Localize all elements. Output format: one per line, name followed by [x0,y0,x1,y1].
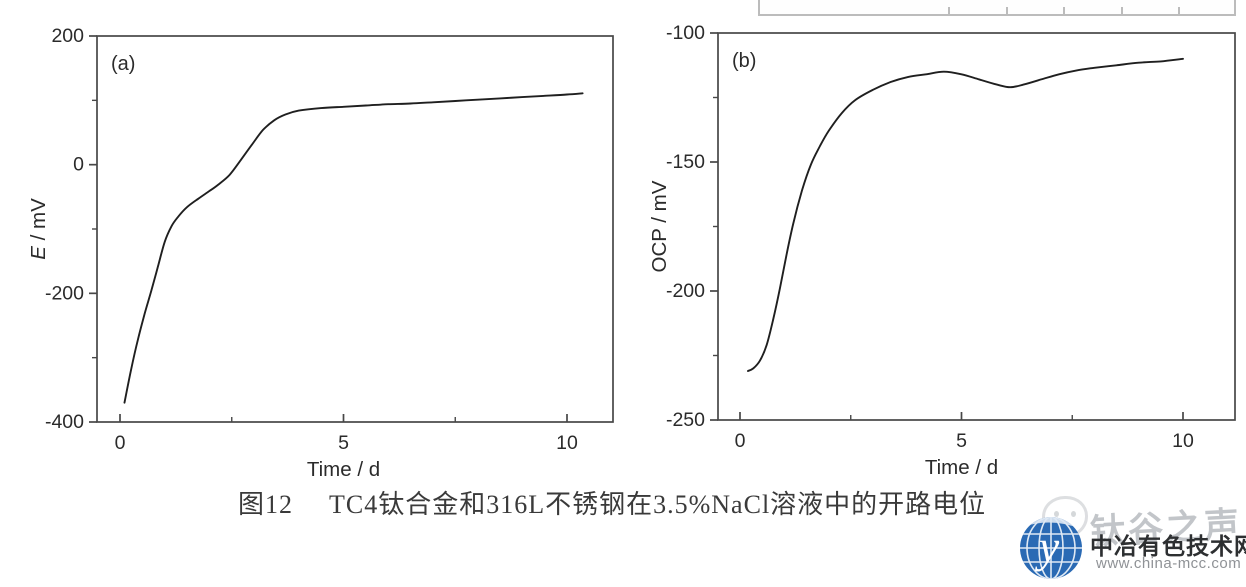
x-axis-title: Time / d [925,456,998,479]
remnant-tick [948,7,950,14]
remnant-tick [1006,7,1008,14]
figure-number: 图12 [238,490,294,519]
plot-frame [717,32,1236,421]
ocp-curve [123,92,584,404]
remnant-tick [1121,7,1123,14]
y-tick-label: -200 [45,282,84,304]
ocp-curve [747,57,1184,372]
x-axis-title: Time / d [307,458,380,481]
plot-frame [96,35,614,423]
x-tick-label: 0 [735,430,746,452]
remnant-tick [1178,7,1180,14]
x-tick-label: 10 [556,432,578,454]
x-tick-label: 5 [956,430,967,452]
y-tick-label: 200 [51,25,84,47]
panel-label: (a) [111,53,135,75]
figure-caption-text: TC4钛合金和316L不锈钢在3.5%NaCl溶液中的开路电位 [329,490,987,519]
cropped-chart-remnant [758,0,1236,16]
x-tick-label: 0 [115,432,126,454]
panel-label: (b) [732,50,756,72]
figure-caption: 图12 TC4钛合金和316L不锈钢在3.5%NaCl溶液中的开路电位 [238,484,986,521]
chart-panel-b: -100 -150 -200 -250 0 5 10 Time / d OCP / mV (b) [648,22,1236,479]
site-name: 中冶有色技术网 [1090,533,1246,559]
y-tick-label: 0 [73,154,84,176]
y-tick-label: -200 [666,280,705,302]
x-tick-label: 5 [338,432,349,454]
y-axis-title: E / mV [27,198,50,260]
remnant-tick [1063,7,1065,14]
y-tick-label: -150 [666,151,705,173]
y-axis-title: OCP / mV [648,180,671,272]
y-tick-label: -400 [45,411,84,433]
y-tick-label: -100 [666,22,705,44]
site-url: www.china-mcc.com [1096,555,1242,572]
x-tick-label: 10 [1172,430,1194,452]
globe-letter: y [1035,521,1060,572]
y-tick-label: -250 [666,409,705,431]
chart-panel-a: 200 0 -200 -400 0 5 10 Time / d E / mV (a) [27,25,614,481]
globe-icon: y [1020,517,1082,579]
